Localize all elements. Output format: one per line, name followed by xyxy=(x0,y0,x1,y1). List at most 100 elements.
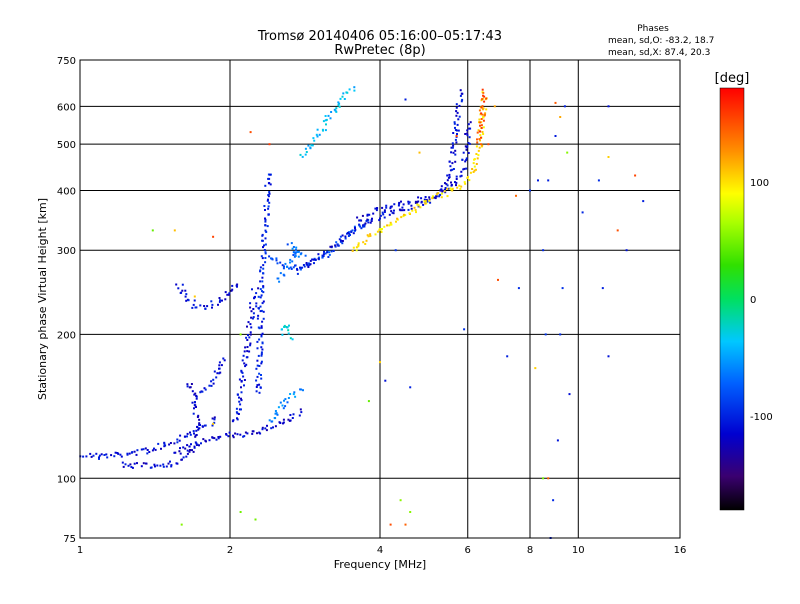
data-point xyxy=(481,98,484,101)
data-point xyxy=(268,192,271,195)
data-point xyxy=(92,454,95,457)
data-point xyxy=(457,118,460,121)
data-point xyxy=(450,181,452,184)
data-point xyxy=(258,431,261,434)
colorbar-label: [deg] xyxy=(715,71,750,86)
data-point xyxy=(224,291,227,294)
data-point xyxy=(322,255,325,257)
data-point xyxy=(607,355,610,358)
data-point xyxy=(262,286,265,289)
data-point xyxy=(458,115,461,118)
data-point xyxy=(466,134,469,137)
data-point xyxy=(340,239,342,242)
data-point xyxy=(267,177,270,180)
data-point xyxy=(264,229,267,232)
data-point xyxy=(117,452,120,455)
data-point xyxy=(561,287,564,290)
data-point xyxy=(279,422,282,424)
data-point xyxy=(459,175,462,178)
data-point xyxy=(308,264,311,267)
data-point xyxy=(403,213,405,216)
data-point xyxy=(365,239,368,242)
data-point xyxy=(483,100,486,103)
data-point xyxy=(477,129,480,132)
data-point xyxy=(452,151,455,154)
data-point xyxy=(389,221,392,224)
data-point xyxy=(189,449,191,451)
data-point xyxy=(249,331,252,334)
data-point xyxy=(261,280,264,283)
data-point xyxy=(444,187,447,189)
data-point xyxy=(292,413,295,416)
data-point xyxy=(254,518,257,521)
data-point xyxy=(438,195,441,198)
data-point xyxy=(237,413,240,415)
data-point xyxy=(180,458,183,461)
data-point xyxy=(247,334,249,337)
data-point xyxy=(315,133,318,136)
data-point xyxy=(173,451,176,454)
data-point xyxy=(369,221,372,224)
data-point xyxy=(329,117,332,120)
data-point xyxy=(219,371,222,374)
data-point xyxy=(388,224,391,227)
data-point xyxy=(257,326,260,329)
data-point xyxy=(100,453,103,456)
data-point xyxy=(467,123,470,126)
data-point xyxy=(269,183,272,186)
data-point xyxy=(260,335,263,338)
data-point xyxy=(188,450,191,453)
data-point xyxy=(261,239,264,242)
data-point xyxy=(407,200,410,203)
data-point xyxy=(165,465,168,468)
data-point xyxy=(401,209,404,212)
data-point xyxy=(173,442,176,445)
data-point xyxy=(136,462,138,465)
data-point xyxy=(267,198,269,201)
data-point xyxy=(316,135,319,138)
data-point xyxy=(151,229,154,232)
data-point xyxy=(318,133,321,136)
data-point xyxy=(196,443,199,446)
data-point xyxy=(284,405,287,408)
data-point xyxy=(480,136,482,139)
data-point xyxy=(248,350,251,353)
data-point xyxy=(476,141,479,144)
data-point xyxy=(394,249,397,252)
data-point xyxy=(208,384,211,387)
data-point xyxy=(440,196,443,199)
data-point xyxy=(383,216,386,219)
data-point xyxy=(456,186,459,189)
data-point xyxy=(559,116,562,118)
data-point xyxy=(363,223,366,226)
data-point xyxy=(568,393,571,396)
data-point xyxy=(383,211,386,213)
data-point xyxy=(200,442,202,445)
data-point xyxy=(625,249,628,252)
data-point xyxy=(195,394,198,397)
data-point xyxy=(426,200,429,203)
data-point xyxy=(547,179,550,182)
data-point xyxy=(385,204,388,207)
data-point xyxy=(420,200,423,203)
data-point xyxy=(208,439,211,442)
data-point xyxy=(169,460,171,463)
data-point xyxy=(242,354,245,357)
data-point xyxy=(358,223,361,226)
data-point xyxy=(464,133,467,135)
data-point xyxy=(358,219,361,222)
data-point xyxy=(325,123,327,126)
data-point xyxy=(334,109,337,112)
data-point xyxy=(379,361,381,364)
data-point xyxy=(391,211,394,214)
data-point xyxy=(185,455,188,458)
data-point xyxy=(469,121,472,124)
data-point xyxy=(255,292,258,295)
data-point xyxy=(133,462,136,465)
data-point xyxy=(469,171,472,174)
data-point xyxy=(481,144,484,147)
data-point xyxy=(238,408,241,411)
x-tick-label: 2 xyxy=(227,545,233,556)
data-point xyxy=(449,165,452,168)
data-point xyxy=(282,267,285,270)
